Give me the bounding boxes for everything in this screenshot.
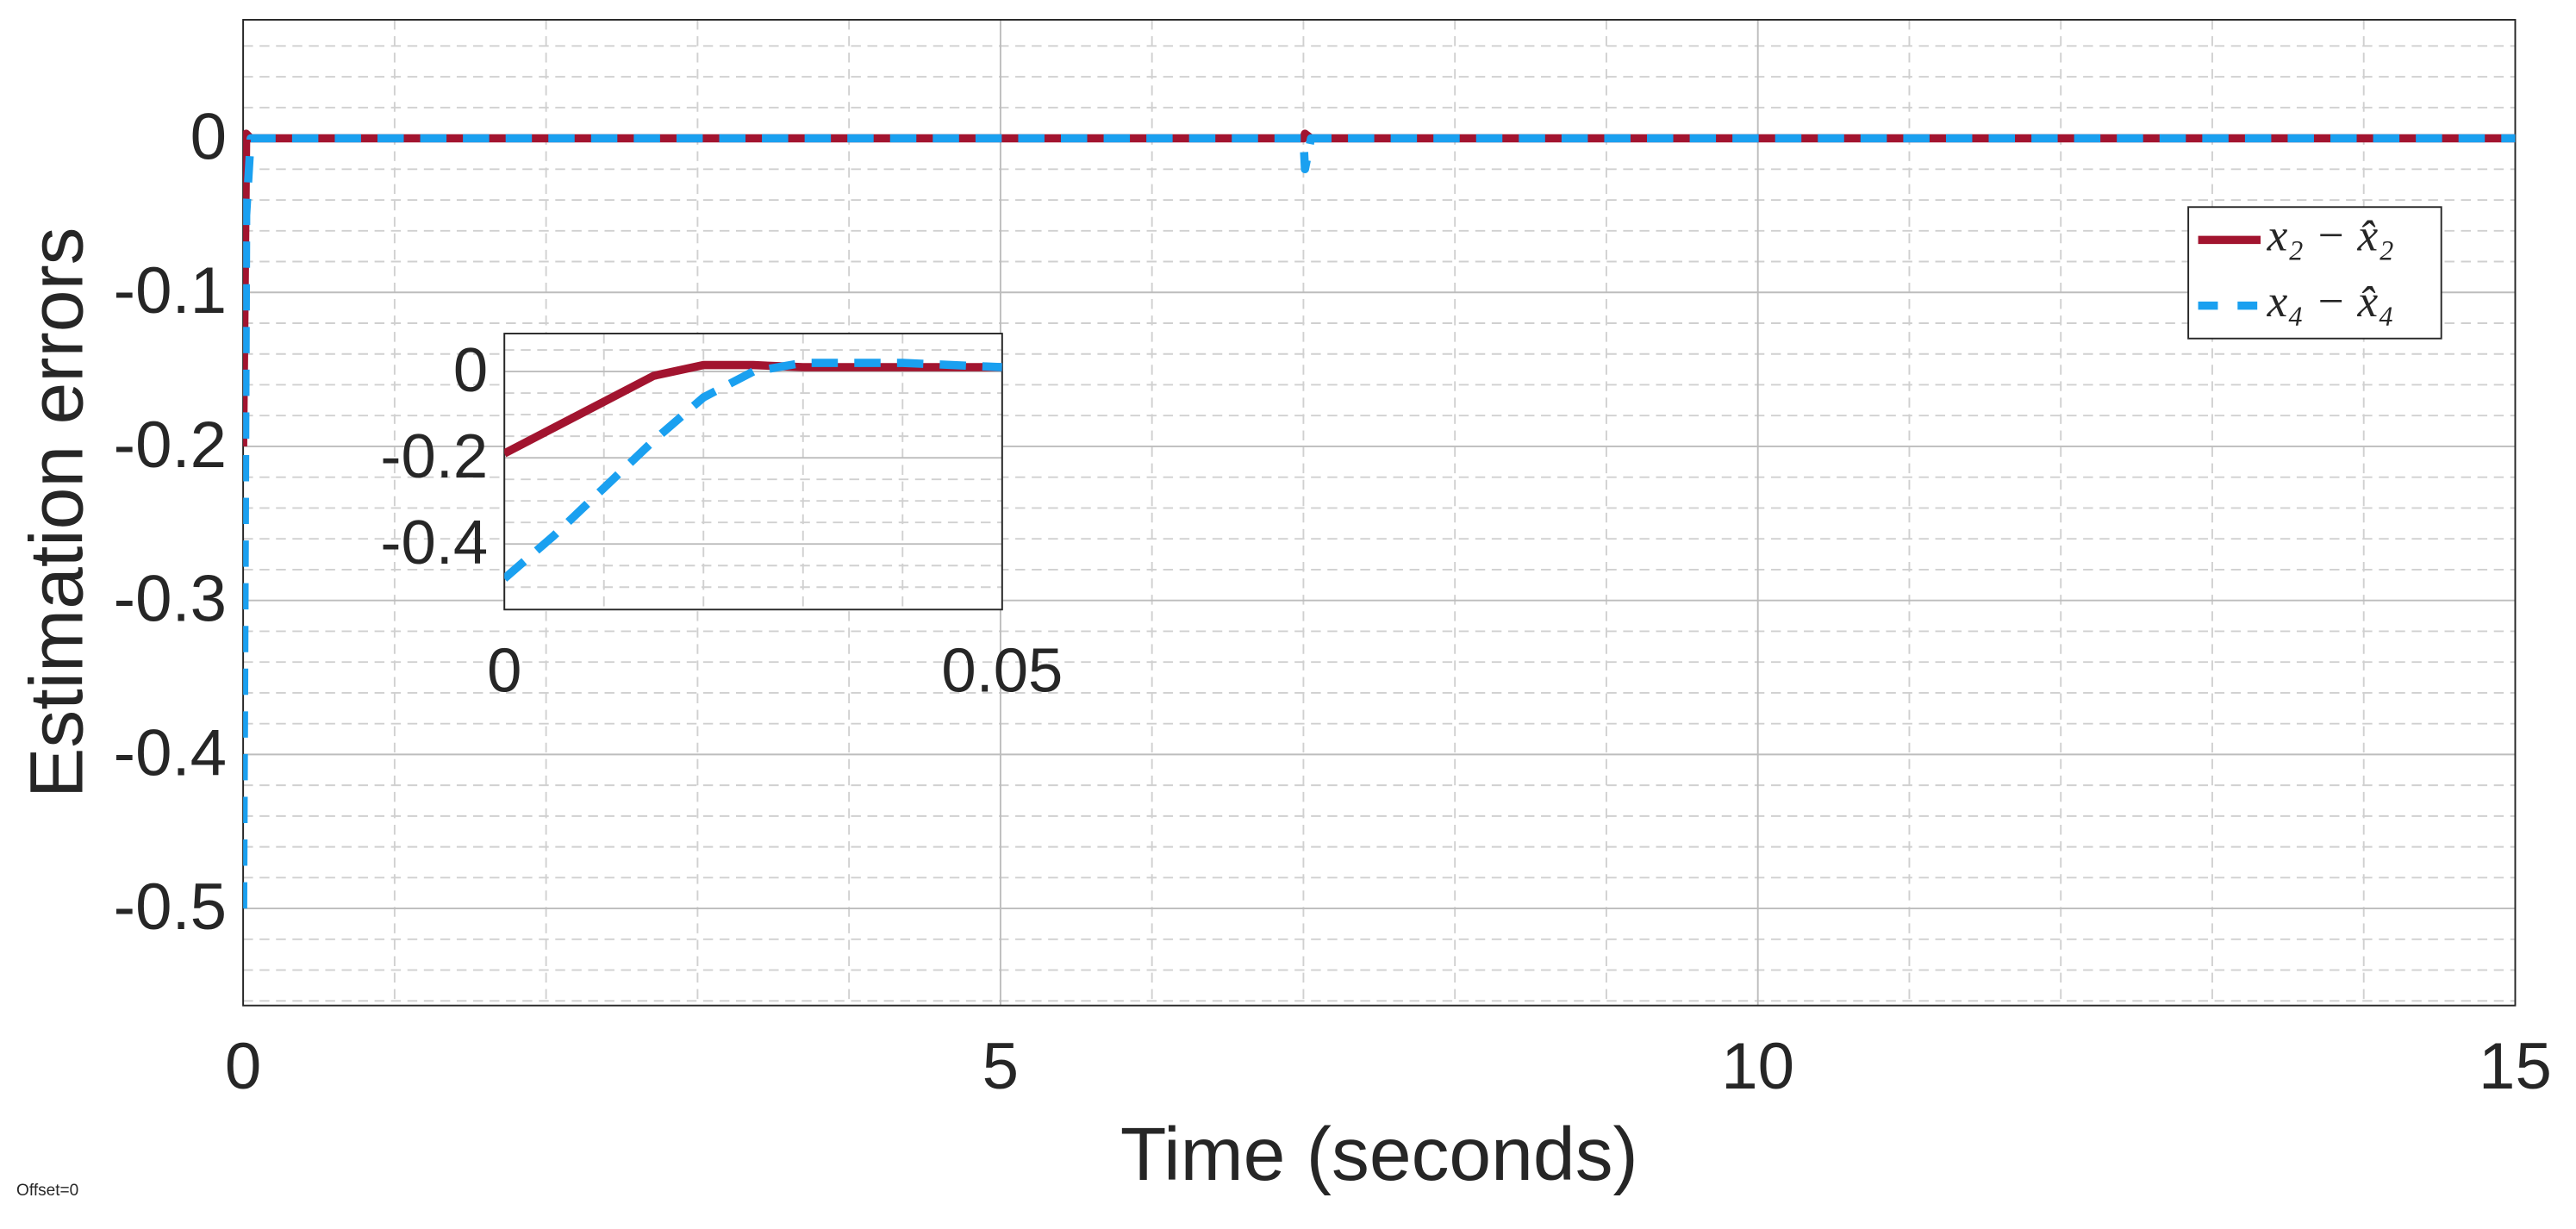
y-tick-label: 0 — [190, 100, 227, 173]
series-line — [243, 134, 2516, 909]
y-tick-label: 0 — [453, 335, 488, 405]
series-line — [504, 360, 1002, 458]
x-tick-label: 5 — [982, 1030, 1019, 1103]
x-tick-label: 15 — [2479, 1030, 2552, 1103]
legend-label: x₂ − x̂₂ — [2267, 209, 2394, 261]
x-axis-label: Time (seconds) — [1120, 1112, 1638, 1196]
axes-box — [503, 333, 1003, 611]
y-tick-label: -0.4 — [114, 716, 227, 789]
legend-label: x₄ − x̂₄ — [2267, 275, 2394, 327]
y-tick-label: -0.5 — [114, 870, 227, 944]
y-tick-label: -0.4 — [380, 508, 488, 577]
x-tick-label: 10 — [1721, 1030, 1794, 1103]
x-tick-label: 0 — [225, 1030, 261, 1103]
series-line — [504, 359, 1002, 582]
note: Offset=0 — [16, 1182, 78, 1200]
x-tick-label: 0 — [487, 636, 521, 706]
y-tick-label: -0.2 — [380, 421, 488, 491]
legend-box — [2187, 206, 2442, 340]
y-tick-label: -0.2 — [114, 409, 227, 482]
x-tick-label: 0.05 — [941, 636, 1063, 706]
plot-area — [504, 334, 1002, 610]
y-tick-label: -0.1 — [114, 254, 227, 328]
y-axis-label: Estimation errors — [15, 228, 99, 799]
y-tick-label: -0.3 — [114, 563, 227, 636]
